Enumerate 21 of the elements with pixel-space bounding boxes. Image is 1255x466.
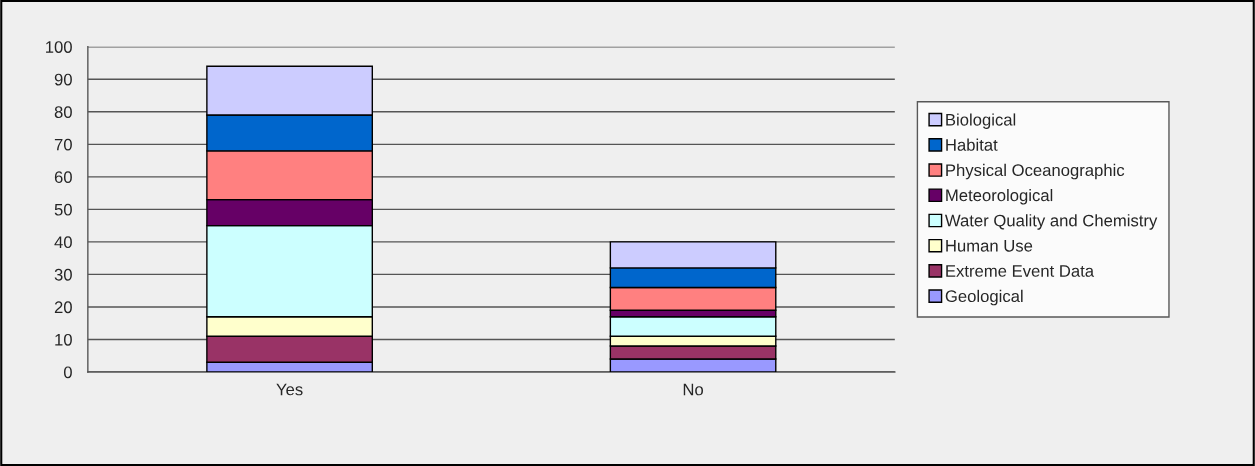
- legend-label: Meteorological: [946, 189, 1053, 205]
- y-tick-label: 50: [54, 203, 72, 216]
- y-tick-label: 40: [54, 236, 72, 249]
- y-tick-label: 100: [46, 41, 72, 53]
- y-tick-label: 20: [54, 301, 72, 314]
- y-tick-label: 0: [63, 366, 72, 379]
- legend-label: Physical Oceanographic: [946, 163, 1125, 180]
- legend-label: Human Use: [946, 240, 1033, 252]
- y-tick-label: 70: [54, 138, 72, 151]
- x-tick-label: No: [683, 383, 704, 396]
- y-tick-label: 30: [54, 268, 72, 281]
- legend-label: Water Quality and Chemistry: [944, 214, 1158, 230]
- x-tick-label: Yes: [276, 383, 303, 396]
- y-tick-label: 90: [54, 73, 72, 86]
- y-tick-label: 60: [54, 171, 72, 184]
- legend-label: Habitat: [946, 138, 998, 151]
- y-tick-label: 10: [55, 333, 72, 346]
- legend-label: Extreme Event Data: [946, 265, 1095, 277]
- legend-label: Geological: [945, 289, 1023, 306]
- y-tick-label: 80: [54, 106, 72, 118]
- legend-label: Biological: [946, 113, 1016, 129]
